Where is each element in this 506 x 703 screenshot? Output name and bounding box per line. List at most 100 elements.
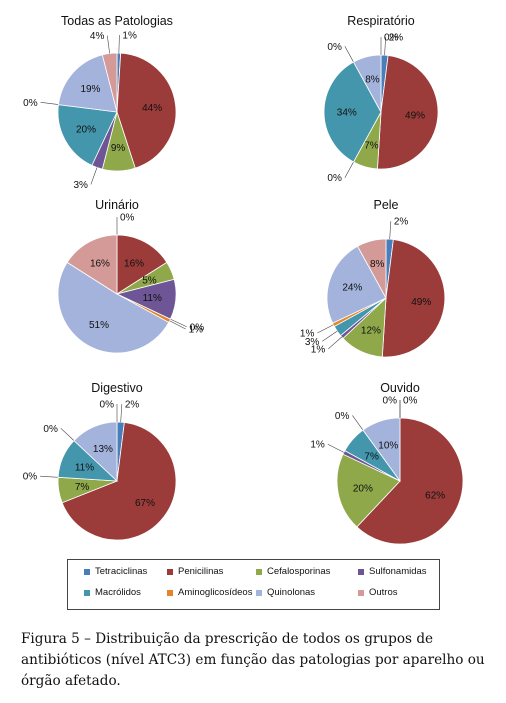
legend-label: Cefalosporinas xyxy=(267,566,331,577)
legend-swatch xyxy=(256,589,262,596)
data-label-outros: 0% xyxy=(383,396,398,407)
data-label-outros: 0% xyxy=(100,400,115,411)
chart-title: Respiratório xyxy=(347,14,414,28)
leader-line xyxy=(344,46,354,63)
data-label-sulfonamidas: 1% xyxy=(310,440,325,451)
slice-penicilinas xyxy=(376,55,439,170)
data-label-quinolonas: 13% xyxy=(93,444,113,455)
legend-label: Aminoglicosídeos xyxy=(178,587,253,598)
slice-macrolidos xyxy=(57,104,118,166)
data-label-quinolonas: 24% xyxy=(342,283,362,294)
pie-pele: Pele 2% 49% 12% 1%3%1% 24% 8% xyxy=(300,198,446,358)
data-label-penicilinas: 16% xyxy=(124,258,144,269)
pie-digestivo: Digestivo 2% 67% 7% 0% 11% 0% 13% 0% xyxy=(23,381,177,541)
data-label-aminoglicosideos: 0% xyxy=(43,424,58,435)
slice-penicilinas xyxy=(356,417,464,545)
data-label-cefalosporinas: 20% xyxy=(353,484,373,495)
slice-quinolonas xyxy=(58,54,118,113)
legend: Tetraciclinas Penicilinas Cefalosporinas Su… xyxy=(67,559,440,610)
leader-line xyxy=(384,37,387,56)
legend-item-sulfonamidas: Sulfonamidas xyxy=(358,566,427,577)
legend-swatch xyxy=(84,568,90,575)
data-label-cefalosporinas: 9% xyxy=(111,143,126,154)
leader-line xyxy=(322,330,338,342)
data-label-penicilinas: 44% xyxy=(142,103,162,114)
legend-item-cefalosporinas: Cefalosporinas xyxy=(256,566,330,577)
leader-line xyxy=(120,404,123,423)
leader-line xyxy=(90,167,98,185)
data-label-tetraciclinas: 2% xyxy=(389,33,404,44)
legend-label: Outros xyxy=(369,587,398,598)
data-label-aminoglicosideos: 0% xyxy=(335,411,350,422)
legend-swatch xyxy=(358,568,364,575)
slice-penicilinas xyxy=(116,234,168,295)
data-label-outros: 16% xyxy=(90,258,110,269)
slice-quinolonas xyxy=(352,54,382,113)
legend-swatch xyxy=(167,568,173,575)
legend-item-macrolidos: Macrólidos xyxy=(84,587,141,598)
chart-title: Urinário xyxy=(95,198,139,212)
legend-swatch xyxy=(167,589,173,596)
leader-line xyxy=(118,35,120,54)
data-label-aminoglicosideos: 1% xyxy=(189,324,204,335)
data-label-penicilinas: 49% xyxy=(411,297,431,308)
legend-item-tetraciclinas: Tetraciclinas xyxy=(84,566,147,577)
legend-item-outros: Outros xyxy=(358,587,398,598)
pie-charts-panel: Todas as Patologias 1% 44% 9% 3% 20% 0% 19% 4% Re… xyxy=(23,14,464,545)
slice-quinolonas xyxy=(57,261,170,354)
legend-swatch xyxy=(84,589,90,596)
data-label-outros: 0% xyxy=(384,33,399,44)
figure-caption: Figura 5 – Distribuição da prescrição de… xyxy=(21,631,485,689)
data-label-macrolidos: 20% xyxy=(76,125,96,136)
data-label-quinolonas: 8% xyxy=(365,74,380,85)
chart-title: Todas as Patologias xyxy=(61,14,173,28)
data-label-quinolonas: 10% xyxy=(378,441,398,452)
leader-line xyxy=(328,336,342,350)
chart-title: Pele xyxy=(373,198,398,212)
legend-swatch xyxy=(358,589,364,596)
data-label-sulfonamidas: 3% xyxy=(73,180,88,191)
data-label-quinolonas: 51% xyxy=(89,320,109,331)
leader-line xyxy=(344,161,354,178)
data-label-tetraciclinas: 1% xyxy=(122,31,137,42)
slice-cefalosporinas xyxy=(336,453,401,528)
data-label-tetraciclinas: 2% xyxy=(394,217,409,228)
data-label-macrolidos: 7% xyxy=(364,452,379,463)
pie-todas-as-patologias: Todas as Patologias 1% 44% 9% 3% 20% 0% 19% 4% xyxy=(23,14,177,191)
legend-label: Macrólidos xyxy=(95,587,141,598)
data-label-tetraciclinas: 0% xyxy=(403,396,418,407)
chart-title: Digestivo xyxy=(91,381,142,395)
slice-outros xyxy=(357,238,387,299)
leader-line xyxy=(40,475,59,478)
legend-item-quinolonas: Quinolonas xyxy=(256,587,315,598)
data-label-outros: 8% xyxy=(370,259,385,270)
legend-label: Tetraciclinas xyxy=(95,566,148,577)
data-label-sulfonamidas: 11% xyxy=(143,293,162,304)
data-label-tetraciclinas: 2% xyxy=(125,400,140,411)
leader-line xyxy=(170,318,187,328)
legend-label: Penicilinas xyxy=(178,566,224,577)
data-label-macrolidos: 0% xyxy=(190,322,205,333)
data-label-aminoglicosideos: 1% xyxy=(300,328,315,339)
data-label-aminoglicosideos: 0% xyxy=(23,98,38,109)
data-label-aminoglicosideos: 0% xyxy=(327,42,342,53)
data-label-cefalosporinas: 12% xyxy=(361,326,381,337)
data-label-cefalosporinas: 7% xyxy=(364,140,379,151)
slice-penicilinas xyxy=(61,422,177,541)
leader-line xyxy=(317,324,334,334)
legend-swatch xyxy=(256,568,262,575)
slice-penicilinas xyxy=(381,239,446,358)
data-label-penicilinas: 67% xyxy=(135,498,155,509)
data-label-outros: 4% xyxy=(90,31,105,42)
leader-line xyxy=(389,221,392,240)
data-label-penicilinas: 62% xyxy=(425,490,445,501)
slice-outros xyxy=(66,234,118,295)
data-label-tetraciclinas: 0% xyxy=(120,213,135,224)
chart-title: Ouvido xyxy=(380,381,420,395)
leader-line xyxy=(40,102,59,105)
data-label-penicilinas: 49% xyxy=(405,111,425,122)
leader-line xyxy=(60,428,75,441)
slice-quinolonas xyxy=(326,245,387,324)
